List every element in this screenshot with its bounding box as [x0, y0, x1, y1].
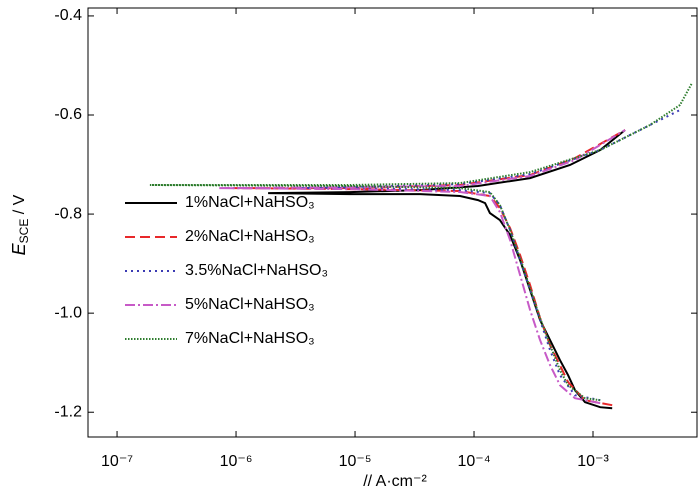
x-tick-label: 10⁻³	[577, 453, 609, 470]
y-tick-label: -0.6	[54, 106, 82, 123]
y-tick-label: -0.4	[54, 7, 82, 24]
x-tick-label: 10⁻⁶	[220, 453, 253, 470]
curve	[268, 129, 626, 410]
legend-label: 3.5%NaCl+NaHSO₃	[185, 262, 328, 279]
y-tick-label: -0.8	[54, 205, 82, 222]
y-label-subscript: SCE	[17, 219, 31, 244]
y-tick-label: -1.0	[54, 304, 82, 321]
curve	[299, 109, 681, 402]
legend-label: 1%NaCl+NaHSO₃	[185, 194, 315, 211]
legend-label: 2%NaCl+NaHSO₃	[185, 228, 315, 245]
plot-frame	[87, 7, 698, 438]
y-axis-label: ESCE / V	[9, 194, 31, 255]
legend-label: 7%NaCl+NaHSO₃	[185, 330, 315, 347]
x-axis-label: // A·cm⁻²	[363, 473, 427, 490]
y-tick-label: -1.2	[54, 403, 82, 420]
x-tick-label: 10⁻⁴	[457, 453, 490, 470]
y-label-unit: / V	[11, 194, 28, 218]
curve	[217, 129, 626, 405]
x-tick-label: 10⁻⁷	[101, 453, 133, 470]
legend-label: 5%NaCl+NaHSO₃	[185, 296, 315, 313]
y-label-symbol: E	[9, 242, 29, 255]
x-tick-label: 10⁻⁵	[339, 453, 372, 470]
